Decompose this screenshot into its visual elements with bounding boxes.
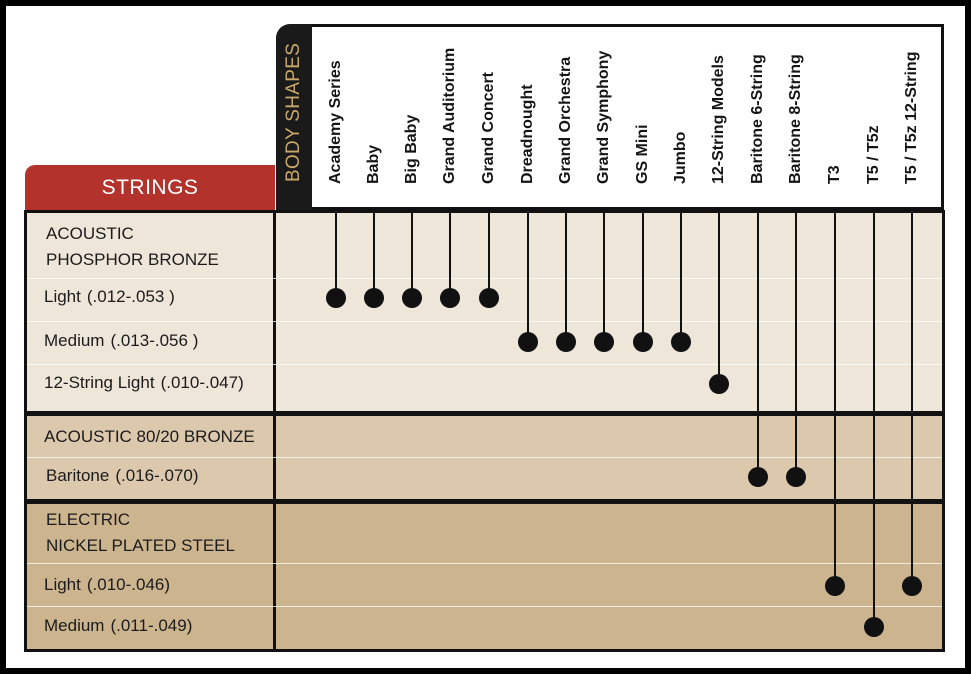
section-title: NICKEL PLATED STEEL <box>46 536 235 555</box>
connector-line <box>488 210 490 298</box>
column-label: 12-String Models <box>710 55 727 184</box>
compatibility-dot <box>786 467 806 487</box>
row-separator <box>27 457 942 458</box>
string-name: Medium <box>44 331 105 350</box>
string-name: Light <box>44 575 81 594</box>
string-name: 12-String Light <box>44 373 155 392</box>
row-separator <box>27 606 942 607</box>
column-label: Grand Concert <box>480 71 497 184</box>
row-separator <box>27 364 942 365</box>
row-separator <box>27 278 942 279</box>
compatibility-dot <box>748 467 768 487</box>
column-header-box <box>312 24 944 210</box>
label-column-divider <box>273 213 276 411</box>
row-separator <box>27 321 942 322</box>
column-label: T3 <box>826 165 843 184</box>
section-title: ACOUSTIC <box>46 224 134 243</box>
string-gauge: (.010-.047) <box>160 373 244 392</box>
column-label: Jumbo <box>672 131 689 184</box>
column-label: Baby <box>365 144 382 184</box>
string-row-label: Baritone (.016-.070) <box>46 466 199 486</box>
string-row-label: Medium (.013-.056 ) <box>44 331 198 351</box>
compatibility-dot <box>479 288 499 308</box>
column-label: Grand Orchestra <box>557 56 574 184</box>
compatibility-dot <box>440 288 460 308</box>
connector-line <box>834 210 836 586</box>
string-section: ACOUSTIC PHOSPHOR BRONZE Light (.012-.053 )… <box>27 213 942 411</box>
section-title: PHOSPHOR BRONZE <box>46 250 219 269</box>
connector-line <box>642 210 644 342</box>
column-label: Baritone 8-String <box>787 54 804 184</box>
compatibility-dot <box>633 332 653 352</box>
connector-line <box>680 210 682 342</box>
section-divider <box>27 499 942 504</box>
string-row-label: 12-String Light (.010-.047) <box>44 373 244 393</box>
string-gauge: (.013-.056 ) <box>110 331 199 350</box>
connector-line <box>757 210 759 477</box>
strings-header: STRINGS <box>25 165 275 210</box>
column-label: Dreadnought <box>519 84 536 184</box>
column-label: Big Baby <box>403 114 420 184</box>
string-gauge: (.012-.053 ) <box>86 287 175 306</box>
connector-line <box>527 210 529 342</box>
connector-line <box>603 210 605 342</box>
connector-line <box>335 210 337 298</box>
string-gauge: (.016-.070) <box>115 466 199 485</box>
compatibility-dot <box>709 374 729 394</box>
string-section: ACOUSTIC 80/20 BRONZE Baritone (.016-.070) <box>27 416 942 499</box>
connector-line <box>718 210 720 384</box>
column-label: Academy Series <box>327 60 344 184</box>
column-label: T5 / T5z 12-String <box>903 51 920 184</box>
compatibility-dot <box>518 332 538 352</box>
column-label: T5 / T5z <box>865 125 882 184</box>
string-table: ACOUSTIC PHOSPHOR BRONZE Light (.012-.053 )… <box>24 210 945 652</box>
column-label: Grand Auditorium <box>441 47 458 184</box>
compatibility-dot <box>902 576 922 596</box>
section-divider <box>27 411 942 416</box>
connector-line <box>911 210 913 586</box>
string-gauge: (.010-.046) <box>86 575 171 594</box>
row-separator <box>27 563 942 564</box>
string-section: ELECTRIC NICKEL PLATED STEEL Light (.010-.0… <box>27 504 942 649</box>
string-row-label: Medium (.011-.049) <box>44 616 192 636</box>
compatibility-dot <box>402 288 422 308</box>
compatibility-dot <box>864 617 884 637</box>
compatibility-dot <box>671 332 691 352</box>
connector-line <box>873 210 875 627</box>
compatibility-dot <box>556 332 576 352</box>
string-name: Light <box>44 287 81 306</box>
body-shapes-header: BODY SHAPES <box>276 24 312 212</box>
label-column-divider <box>273 504 276 649</box>
string-gauge: (.011-.049) <box>110 616 193 635</box>
string-name: Baritone <box>46 466 110 485</box>
connector-line <box>449 210 451 298</box>
body-shapes-label: BODY SHAPES <box>283 42 304 182</box>
connector-line <box>411 210 413 298</box>
compatibility-dot <box>825 576 845 596</box>
connector-line <box>565 210 567 342</box>
connector-line <box>373 210 375 298</box>
compatibility-dot <box>364 288 384 308</box>
section-title: ELECTRIC <box>46 510 131 529</box>
string-name: Medium <box>44 616 105 635</box>
compatibility-dot <box>594 332 614 352</box>
compatibility-dot <box>326 288 346 308</box>
string-row-label: Light (.010-.046) <box>44 575 170 595</box>
section-title: ACOUSTIC 80/20 BRONZE <box>44 427 255 446</box>
string-row-label: Light (.012-.053 ) <box>44 287 175 307</box>
connector-line <box>795 210 797 477</box>
column-label: Baritone 6-String <box>749 54 766 184</box>
column-label: Grand Symphony <box>595 50 612 184</box>
column-label: GS Mini <box>634 124 651 184</box>
